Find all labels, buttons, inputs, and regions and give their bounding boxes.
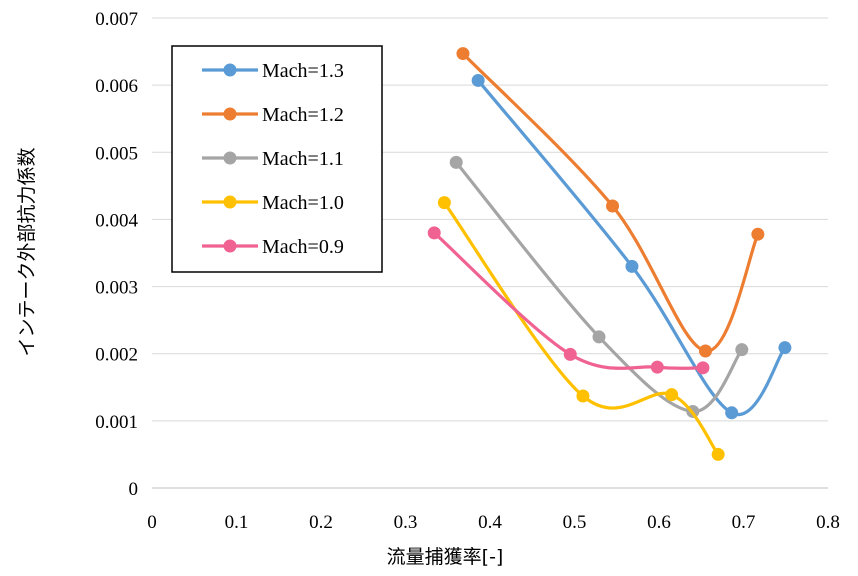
series-line: [461, 51, 760, 353]
legend-item: Mach=0.9: [202, 236, 344, 258]
x-tick-label: 0.1: [225, 512, 249, 533]
series-layer: [427, 47, 792, 461]
data-point: [778, 341, 792, 355]
x-tick-label: 0.3: [394, 512, 418, 533]
data-point: [471, 73, 485, 87]
data-point: [725, 406, 739, 420]
data-point: [698, 344, 712, 358]
y-tick-label: 0.004: [95, 210, 138, 231]
legend-marker: [223, 151, 237, 165]
x-tick-labels: 0 0.1 0.2 0.3 0.4 0.5 0.6 0.7 0.8: [147, 512, 840, 533]
x-tick-label: 0.5: [563, 512, 587, 533]
legend-item: Mach=1.3: [202, 60, 344, 82]
legend-label: Mach=1.0: [262, 192, 344, 214]
data-point: [563, 347, 577, 361]
y-tick-label: 0.002: [95, 345, 138, 366]
data-point: [576, 389, 590, 403]
data-point: [751, 227, 765, 241]
y-tick-label: 0.006: [95, 76, 138, 97]
series-mach-1-3: [471, 73, 792, 420]
data-point: [606, 199, 620, 213]
x-tick-label: 0.2: [309, 512, 333, 533]
data-point: [449, 155, 463, 169]
data-point: [665, 388, 679, 402]
legend-label: Mach=0.9: [262, 236, 344, 258]
legend-item: Mach=1.1: [202, 148, 344, 170]
series-mach-0-9: [427, 226, 710, 375]
data-point: [456, 47, 470, 61]
legend-item: Mach=1.2: [202, 104, 344, 126]
y-tick-label: 0.005: [95, 143, 138, 164]
legend-label: Mach=1.3: [262, 60, 344, 82]
legend-label: Mach=1.2: [262, 104, 344, 126]
data-point: [711, 447, 725, 461]
y-tick-label: 0: [129, 479, 139, 500]
legend-item: Mach=1.0: [202, 192, 344, 214]
data-point: [696, 361, 710, 375]
series-line: [454, 160, 744, 414]
legend-marker: [223, 239, 237, 253]
series-mach-1-0: [437, 196, 725, 461]
y-tick-label: 0.007: [95, 9, 138, 30]
data-point: [427, 226, 441, 240]
series-mach-1-2: [456, 47, 765, 358]
legend-label: Mach=1.1: [262, 148, 344, 170]
data-point: [625, 259, 639, 273]
y-tick-label: 0.003: [95, 278, 138, 299]
legend-marker: [223, 107, 237, 121]
y-axis-label: インテーク外部抗力係数: [16, 147, 38, 356]
x-axis-label: 流量捕獲率[-]: [387, 546, 504, 568]
x-tick-label: 0.4: [478, 512, 502, 533]
x-tick-label: 0.6: [647, 512, 671, 533]
data-point: [437, 196, 451, 210]
data-point: [735, 343, 749, 357]
y-tick-label: 0.001: [95, 412, 138, 433]
y-tick-labels: 0 0.001 0.002 0.003 0.004 0.005 0.006 0.007: [95, 9, 138, 500]
legend-marker: [223, 63, 237, 77]
data-point: [650, 360, 664, 374]
series-line: [432, 231, 705, 370]
legend-marker: [223, 195, 237, 209]
x-tick-label: 0: [147, 512, 157, 533]
series-line: [442, 201, 720, 457]
x-tick-label: 0.7: [732, 512, 756, 533]
data-point: [592, 330, 606, 344]
x-tick-label: 0.8: [816, 512, 840, 533]
legend: Mach=1.3 Mach=1.2 Mach=1.1 Mach=1.0 Mach=0.9: [171, 45, 383, 273]
series-line: [476, 78, 787, 417]
